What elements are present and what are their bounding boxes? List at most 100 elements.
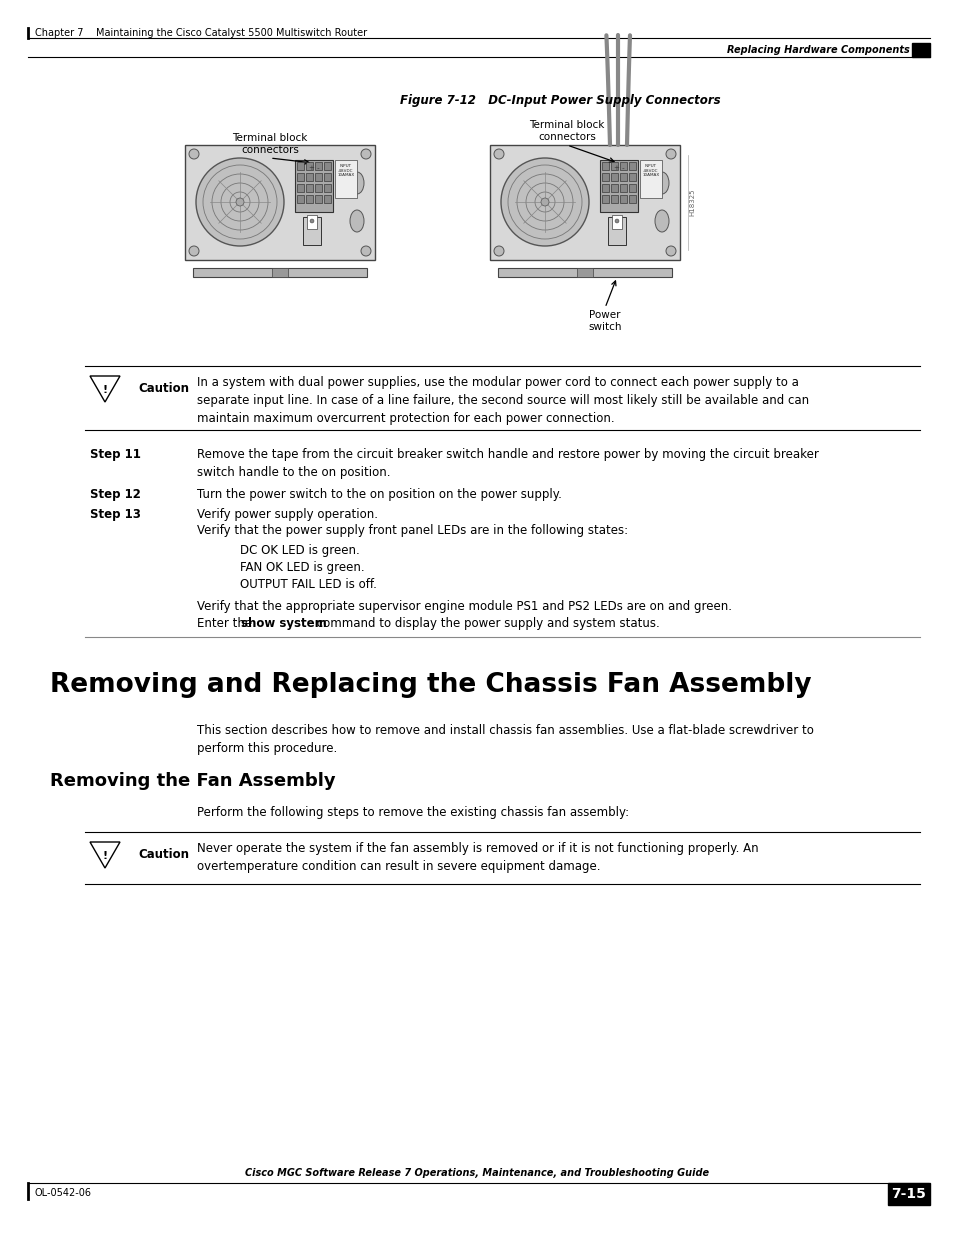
Text: In a system with dual power supplies, use the modular power cord to connect each: In a system with dual power supplies, us… <box>196 375 808 425</box>
Circle shape <box>494 246 503 256</box>
Bar <box>639 161 661 198</box>
Text: Verify power supply operation.: Verify power supply operation. <box>196 508 377 521</box>
Ellipse shape <box>350 210 364 232</box>
Circle shape <box>189 149 199 159</box>
Bar <box>314 184 322 191</box>
Text: Chapter 7    Maintaining the Cisco Catalyst 5500 Multiswitch Router: Chapter 7 Maintaining the Cisco Catalyst… <box>35 28 367 38</box>
Bar <box>628 195 636 203</box>
Text: OL-0542-06: OL-0542-06 <box>35 1188 91 1198</box>
Circle shape <box>665 149 676 159</box>
Bar <box>887 1183 929 1205</box>
Bar <box>324 162 331 170</box>
Bar <box>628 184 636 191</box>
Bar <box>307 215 316 228</box>
Text: !: ! <box>102 385 108 395</box>
Bar <box>601 173 608 182</box>
Text: 7-15: 7-15 <box>891 1187 925 1200</box>
Polygon shape <box>90 375 120 403</box>
Circle shape <box>540 198 548 206</box>
Ellipse shape <box>655 210 668 232</box>
Text: INPUT
-48VDC
10AMAX: INPUT -48VDC 10AMAX <box>337 164 355 177</box>
Bar <box>272 268 288 277</box>
Circle shape <box>195 158 284 246</box>
Bar <box>314 162 322 170</box>
Polygon shape <box>90 842 120 868</box>
Bar <box>303 217 320 245</box>
Text: !: ! <box>102 851 108 861</box>
Circle shape <box>500 158 588 246</box>
Text: Turn the power switch to the on position on the power supply.: Turn the power switch to the on position… <box>196 488 561 501</box>
Bar <box>324 195 331 203</box>
Bar <box>628 162 636 170</box>
Circle shape <box>360 149 371 159</box>
Bar <box>619 162 626 170</box>
Circle shape <box>665 246 676 256</box>
Text: H18325: H18325 <box>688 188 695 216</box>
Bar <box>577 268 593 277</box>
Bar <box>497 268 671 277</box>
Text: Step 11: Step 11 <box>90 448 141 461</box>
Text: This section describes how to remove and install chassis fan assemblies. Use a f: This section describes how to remove and… <box>196 724 813 755</box>
Ellipse shape <box>655 172 668 194</box>
Bar <box>314 173 322 182</box>
Text: Caution: Caution <box>138 382 189 395</box>
Text: command to display the power supply and system status.: command to display the power supply and … <box>313 618 659 630</box>
Bar <box>193 268 367 277</box>
Bar <box>296 184 304 191</box>
Text: Removing and Replacing the Chassis Fan Assembly: Removing and Replacing the Chassis Fan A… <box>50 672 811 698</box>
Text: + -: + - <box>613 165 623 170</box>
Bar <box>610 195 618 203</box>
Text: INPUT
-48VDC
10AMAX: INPUT -48VDC 10AMAX <box>641 164 659 177</box>
Circle shape <box>310 219 314 224</box>
Bar <box>294 161 333 212</box>
Bar <box>306 184 313 191</box>
Text: show system: show system <box>241 618 327 630</box>
Bar <box>306 162 313 170</box>
Bar <box>619 173 626 182</box>
Bar <box>911 43 929 57</box>
Bar <box>610 184 618 191</box>
Bar <box>610 162 618 170</box>
Text: Verify that the power supply front panel LEDs are in the following states:: Verify that the power supply front panel… <box>196 524 627 537</box>
Text: OUTPUT FAIL LED is off.: OUTPUT FAIL LED is off. <box>240 578 376 592</box>
Text: Figure 7-12   DC-Input Power Supply Connectors: Figure 7-12 DC-Input Power Supply Connec… <box>399 94 720 107</box>
Bar <box>599 161 638 212</box>
Text: Power
switch: Power switch <box>588 310 621 332</box>
Text: Remove the tape from the circuit breaker switch handle and restore power by movi: Remove the tape from the circuit breaker… <box>196 448 818 479</box>
Text: Step 13: Step 13 <box>90 508 141 521</box>
Circle shape <box>360 246 371 256</box>
Bar <box>314 195 322 203</box>
Circle shape <box>494 149 503 159</box>
Bar <box>619 195 626 203</box>
Bar <box>601 162 608 170</box>
Text: Replacing Hardware Components: Replacing Hardware Components <box>726 44 909 56</box>
Circle shape <box>235 198 244 206</box>
Bar <box>324 173 331 182</box>
Text: Terminal block
connectors: Terminal block connectors <box>529 120 604 142</box>
Bar <box>612 215 621 228</box>
Text: Step 12: Step 12 <box>90 488 141 501</box>
Bar <box>628 173 636 182</box>
Circle shape <box>189 246 199 256</box>
Bar <box>296 173 304 182</box>
Text: Perform the following steps to remove the existing chassis fan assembly:: Perform the following steps to remove th… <box>196 806 628 819</box>
Bar <box>619 184 626 191</box>
Bar <box>335 161 356 198</box>
Text: Terminal block
connectors: Terminal block connectors <box>233 133 308 156</box>
Text: + -: + - <box>309 165 319 170</box>
Bar <box>296 162 304 170</box>
Text: Cisco MGC Software Release 7 Operations, Maintenance, and Troubleshooting Guide: Cisco MGC Software Release 7 Operations,… <box>245 1168 708 1178</box>
Bar <box>296 195 304 203</box>
Text: DC OK LED is green.: DC OK LED is green. <box>240 543 359 557</box>
Bar <box>490 144 679 261</box>
Text: Caution: Caution <box>138 848 189 861</box>
Bar <box>324 184 331 191</box>
Text: Removing the Fan Assembly: Removing the Fan Assembly <box>50 772 335 790</box>
Bar <box>607 217 625 245</box>
Ellipse shape <box>350 172 364 194</box>
Text: Verify that the appropriate supervisor engine module PS1 and PS2 LEDs are on and: Verify that the appropriate supervisor e… <box>196 600 731 613</box>
Bar <box>610 173 618 182</box>
Bar <box>601 195 608 203</box>
Bar <box>601 184 608 191</box>
Bar <box>306 195 313 203</box>
